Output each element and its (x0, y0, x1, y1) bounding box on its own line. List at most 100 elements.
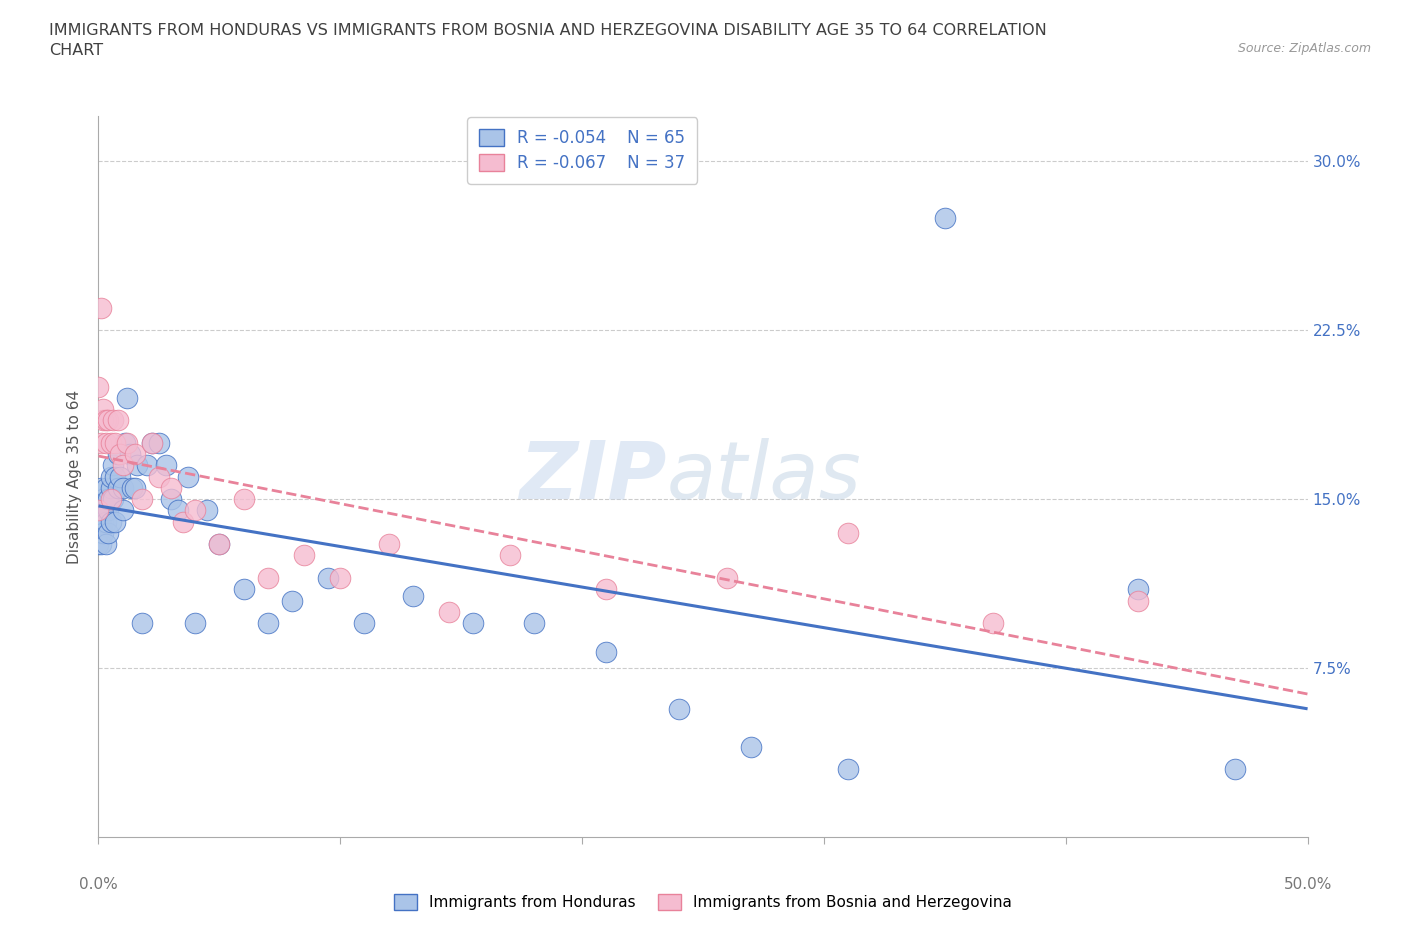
Point (90, 503, 112, 518)
Point (90, 525, 112, 540)
Point (329, 570, 352, 585)
Point (90, 435, 112, 450)
Point (90, 537, 112, 551)
Text: IMMIGRANTS FROM HONDURAS VS IMMIGRANTS FROM BOSNIA AND HERZEGOVINA DISABILITY AG: IMMIGRANTS FROM HONDURAS VS IMMIGRANTS F… (49, 23, 1047, 58)
Text: Source: ZipAtlas.com: Source: ZipAtlas.com (1237, 42, 1371, 55)
Point (135, 458, 157, 472)
Point (104, 469, 127, 484)
Point (107, 413, 129, 428)
Point (523, 616, 546, 631)
Point (402, 589, 425, 604)
Point (124, 446, 146, 461)
Point (740, 739, 762, 754)
Point (595, 582, 617, 597)
Point (184, 616, 207, 631)
Point (155, 458, 177, 472)
Point (256, 616, 278, 631)
Point (117, 435, 139, 450)
Point (111, 503, 134, 518)
Point (148, 435, 170, 450)
Point (131, 616, 153, 631)
Point (232, 492, 254, 507)
Point (101, 458, 124, 472)
Point (124, 481, 146, 496)
Point (100, 469, 122, 484)
Point (87, 537, 110, 551)
Point (100, 481, 122, 496)
Point (498, 548, 520, 563)
Point (90, 481, 112, 496)
Point (463, 616, 485, 631)
Point (91, 402, 114, 417)
Point (232, 582, 254, 597)
Point (108, 446, 131, 461)
Point (100, 514, 122, 529)
Point (100, 492, 122, 507)
Point (208, 537, 231, 551)
Point (94, 481, 117, 496)
Point (316, 570, 339, 585)
Point (94, 503, 117, 518)
Point (87, 503, 110, 518)
Point (1128, 582, 1150, 597)
Text: ZIP: ZIP (519, 438, 666, 515)
Point (377, 537, 399, 551)
Text: 50.0%: 50.0% (1284, 877, 1331, 892)
Point (87, 492, 110, 507)
Point (837, 525, 859, 540)
Point (160, 481, 183, 496)
Point (108, 469, 131, 484)
Point (100, 435, 122, 450)
Text: 0.0%: 0.0% (79, 877, 118, 892)
Point (111, 481, 134, 496)
Point (94, 514, 117, 529)
Point (121, 481, 143, 496)
Text: atlas: atlas (666, 438, 862, 515)
Point (91, 492, 114, 507)
Point (111, 458, 134, 472)
Point (97, 492, 120, 507)
Point (104, 435, 127, 450)
Point (101, 492, 124, 507)
Point (114, 435, 136, 450)
Point (107, 446, 129, 461)
Point (934, 210, 956, 225)
Point (195, 503, 218, 518)
Point (1128, 593, 1150, 608)
Point (91, 503, 114, 518)
Point (668, 701, 690, 716)
Point (91, 514, 114, 529)
Legend: Immigrants from Honduras, Immigrants from Bosnia and Herzegovina: Immigrants from Honduras, Immigrants fro… (387, 886, 1019, 918)
Point (141, 435, 163, 450)
Point (1223, 762, 1246, 777)
Point (127, 458, 149, 472)
Point (118, 446, 141, 461)
Point (131, 492, 153, 507)
Point (141, 435, 163, 450)
Point (256, 570, 278, 585)
Point (160, 492, 183, 507)
Point (716, 570, 738, 585)
Legend: R = -0.054    N = 65, R = -0.067    N = 37: R = -0.054 N = 65, R = -0.067 N = 37 (467, 117, 697, 184)
Point (87, 379, 110, 394)
Point (101, 413, 124, 428)
Point (837, 762, 859, 777)
Point (167, 503, 190, 518)
Point (437, 604, 460, 619)
Point (148, 469, 170, 484)
Point (184, 503, 207, 518)
Point (91, 413, 114, 428)
Point (90, 514, 112, 529)
Point (97, 503, 120, 518)
Point (94, 537, 117, 551)
Point (87, 514, 110, 529)
Point (104, 514, 127, 529)
Point (90, 300, 112, 315)
Point (97, 413, 120, 428)
Point (91, 525, 114, 540)
Point (117, 391, 139, 405)
Point (353, 616, 375, 631)
Point (208, 537, 231, 551)
Point (981, 616, 1004, 631)
Point (107, 481, 129, 496)
